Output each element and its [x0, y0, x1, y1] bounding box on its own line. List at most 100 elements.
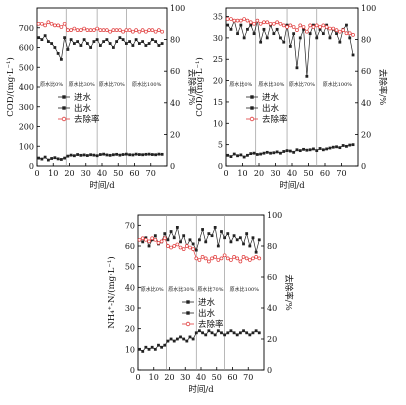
data-point-inflow: [292, 32, 296, 36]
data-point-removal: [255, 18, 260, 23]
data-point-outflow: [251, 331, 255, 335]
data-point-removal: [172, 244, 177, 248]
data-point-inflow: [275, 27, 279, 31]
phase-label: 原水比30%: [69, 81, 95, 88]
data-point-outflow: [204, 333, 208, 337]
chart-panel-nh4: 原水比0% 原水比30% 原水比70% 原水比100% 0 10 20 30 40 50 60 70 0…: [106, 211, 294, 395]
y2-tick-label: 60: [361, 67, 371, 76]
data-point-outflow: [223, 333, 227, 337]
data-point-outflow: [147, 347, 151, 351]
data-point-inflow: [238, 236, 242, 240]
data-point-removal: [281, 23, 286, 28]
data-point-inflow: [89, 46, 93, 49]
data-point-removal: [291, 25, 296, 29]
data-point-inflow: [53, 46, 57, 49]
data-point-inflow: [262, 27, 266, 31]
data-point-outflow: [201, 331, 204, 335]
data-point-removal: [159, 239, 164, 244]
data-point-removal: [248, 20, 253, 25]
data-point-removal: [222, 253, 227, 258]
data-point-removal: [338, 29, 342, 34]
y-tick-label: 0: [218, 162, 223, 171]
data-point-inflow: [229, 27, 233, 31]
data-point-removal: [105, 28, 109, 32]
data-point-removal: [137, 237, 142, 242]
data-point-outflow: [262, 151, 266, 155]
legend-label: 出水: [198, 308, 216, 319]
data-point-removal: [251, 256, 255, 261]
data-point-inflow: [246, 27, 249, 31]
data-point-inflow: [72, 42, 76, 45]
legend-marker: [185, 321, 191, 327]
data-point-removal: [62, 21, 67, 26]
y2-axis-label: 去除率/%: [186, 69, 197, 105]
data-point-outflow: [69, 153, 73, 157]
data-point-outflow: [308, 148, 312, 152]
x-tick-label: 50: [212, 373, 222, 382]
x-tick-label: 50: [303, 169, 313, 178]
data-point-outflow: [169, 337, 173, 341]
x-tick-label: 0: [135, 373, 140, 382]
y2-tick-label: 40: [267, 304, 277, 313]
data-point-removal: [351, 33, 355, 37]
y-tick-label: 40: [125, 283, 135, 292]
data-point-outflow: [185, 339, 189, 343]
data-point-inflow: [163, 232, 167, 235]
data-point-outflow: [265, 150, 269, 154]
y2-tick-label: 20: [361, 130, 371, 139]
data-point-inflow: [257, 238, 261, 242]
data-point-inflow: [131, 44, 135, 47]
data-point-inflow: [121, 38, 125, 41]
data-point-removal: [114, 28, 119, 32]
y-tick-label: 20: [125, 325, 135, 334]
data-point-inflow: [153, 234, 157, 238]
data-point-inflow: [102, 40, 106, 43]
data-point-inflow: [272, 32, 276, 36]
data-point-removal: [160, 29, 164, 34]
y-tick-label: 10: [213, 119, 223, 128]
data-point-outflow: [348, 143, 352, 147]
data-point-removal: [285, 25, 289, 29]
data-point-removal: [150, 28, 155, 32]
data-point-removal: [210, 256, 214, 261]
data-point-removal: [265, 20, 270, 25]
data-point-removal: [229, 17, 233, 21]
data-point-removal: [278, 21, 283, 26]
y-tick-label: 700: [19, 24, 34, 33]
data-point-outflow: [239, 153, 243, 157]
data-point-outflow: [252, 151, 256, 155]
data-point-inflow: [325, 23, 329, 27]
data-point-inflow: [59, 57, 63, 61]
data-point-removal: [191, 247, 195, 251]
data-point-removal: [111, 28, 116, 32]
data-point-inflow: [144, 44, 148, 47]
data-point-removal: [75, 28, 80, 32]
data-point-outflow: [59, 158, 63, 161]
data-point-outflow: [325, 147, 329, 151]
data-point-outflow: [226, 153, 230, 157]
data-point-outflow: [198, 329, 201, 333]
data-point-removal: [157, 28, 161, 32]
data-point-inflow: [124, 42, 128, 45]
data-point-inflow: [229, 240, 233, 244]
data-point-outflow: [56, 157, 60, 161]
data-point-inflow: [321, 32, 325, 36]
data-point-outflow: [147, 152, 151, 156]
y-tick-label: 50: [125, 263, 135, 272]
data-point-removal: [225, 256, 230, 261]
data-point-removal: [82, 26, 86, 31]
data-point-outflow: [269, 151, 272, 155]
phase-label: 原水比100%: [132, 81, 162, 88]
data-point-removal: [298, 23, 303, 28]
data-point-outflow: [328, 146, 332, 150]
data-point-removal: [153, 237, 158, 242]
data-point-outflow: [210, 331, 214, 335]
data-point-outflow: [338, 146, 342, 150]
data-point-inflow: [169, 230, 173, 233]
data-point-outflow: [259, 152, 263, 156]
data-point-inflow: [191, 242, 195, 246]
data-point-outflow: [179, 335, 182, 339]
data-point-outflow: [238, 331, 242, 335]
data-point-outflow: [102, 152, 106, 156]
data-point-outflow: [341, 144, 345, 147]
